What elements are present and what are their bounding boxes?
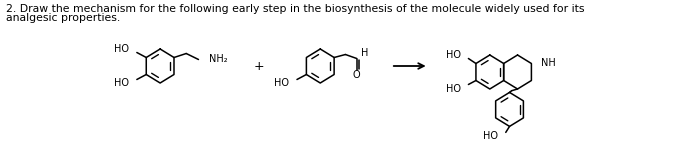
Text: O: O	[353, 70, 360, 79]
Text: HO: HO	[114, 43, 130, 54]
Text: HO: HO	[446, 50, 461, 59]
Text: NH₂: NH₂	[209, 54, 228, 64]
Text: NH: NH	[541, 58, 556, 69]
Text: HO: HO	[483, 131, 498, 141]
Text: HO: HO	[446, 84, 461, 93]
Text: analgesic properties.: analgesic properties.	[6, 13, 120, 23]
Text: HO: HO	[114, 78, 130, 89]
Text: 2. Draw the mechanism for the following early step in the biosynthesis of the mo: 2. Draw the mechanism for the following …	[6, 4, 584, 14]
Text: H: H	[361, 49, 369, 58]
Text: +: +	[253, 59, 265, 72]
Text: HO: HO	[274, 78, 289, 89]
